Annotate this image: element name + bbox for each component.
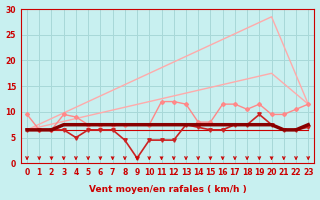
X-axis label: Vent moyen/en rafales ( km/h ): Vent moyen/en rafales ( km/h ): [89, 185, 246, 194]
